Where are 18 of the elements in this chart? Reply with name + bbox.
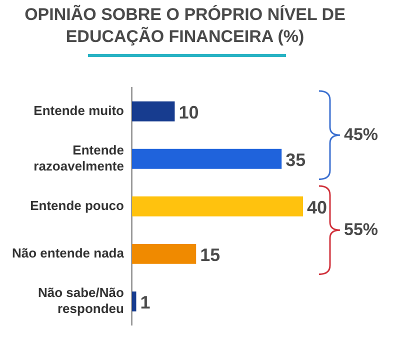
y-tick-label: Não entende nada [12, 246, 125, 260]
text: 55% [344, 220, 378, 240]
y-tick-label: Entende pouco [30, 198, 124, 213]
y-tick-label: Não sabe/Não respondeu [38, 285, 124, 316]
bar [132, 291, 136, 312]
data-label: 35 [286, 150, 306, 170]
data-label: 10 [178, 102, 199, 122]
data-label: 1 [140, 292, 150, 312]
y-tick-label: Entende muito [34, 102, 124, 118]
bar [132, 101, 175, 122]
text: 45% [344, 125, 378, 146]
data-label: 15 [200, 244, 220, 265]
chart-title: OPINIÃO SOBRE O PRÓPRIO NÍVEL DE EDUCAÇÃO FINANCEIRA (%) [24, 4, 346, 48]
bar [132, 148, 282, 169]
bar [132, 244, 196, 264]
bar [132, 196, 303, 216]
y-tick-label: Entende razoavelmente [34, 142, 124, 174]
data-label: 40 [307, 197, 328, 218]
